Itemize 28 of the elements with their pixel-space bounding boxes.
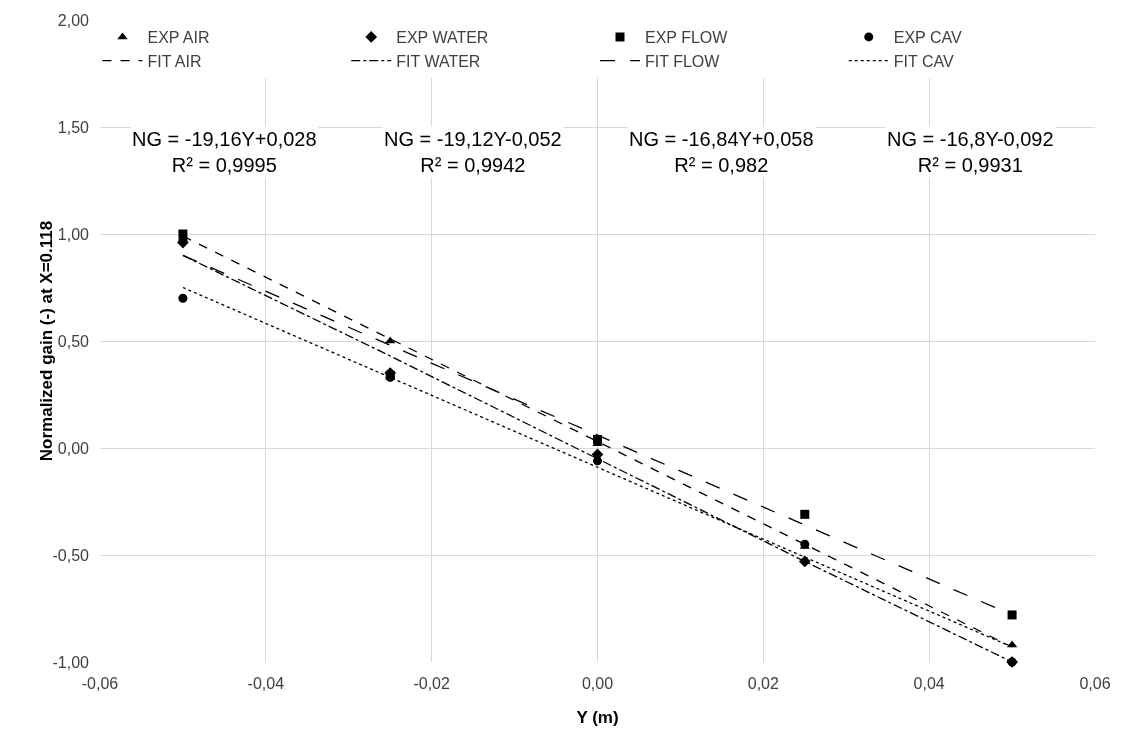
y-tick-label: 1,00: [57, 225, 90, 243]
x-tick-label: 0,04: [913, 675, 945, 692]
legend-label: FIT FLOW: [645, 52, 721, 70]
annotation: NG = -16,8Y-0,092 R² = 0,9931: [887, 128, 1054, 176]
annotation: NG = -19,16Y+0,028 R² = 0,9995: [132, 128, 317, 176]
legend-label: FIT WATER: [396, 52, 481, 70]
x-tick-label: -0,04: [247, 675, 285, 692]
annotation: NG = -16,84Y+0,058 R² = 0,982: [629, 128, 814, 176]
y-tick-label: -0,50: [52, 546, 90, 564]
x-tick-label: -0,06: [81, 675, 119, 692]
y-tick-label: 0,50: [57, 332, 90, 350]
annotation: NG = -19,12Y-0,052 R² = 0,9942: [384, 128, 562, 176]
y-tick-label: -1,00: [52, 653, 90, 671]
x-tick-label: 0,00: [581, 675, 614, 692]
x-tick-label: 0,06: [1079, 675, 1111, 692]
legend-label: EXP WATER: [396, 29, 489, 47]
legend-label: FIT CAV: [893, 52, 954, 70]
x-tick-label: -0,02: [413, 675, 451, 692]
y-tick-label: 1,50: [57, 118, 90, 136]
y-tick-label: 2,00: [57, 11, 90, 29]
legend-label: EXP FLOW: [645, 29, 729, 47]
y-tick-label: 0,00: [57, 439, 90, 457]
legend-label: EXP CAV: [893, 29, 962, 47]
y-axis-title: Normalized gain (-) at X=0.118: [36, 220, 56, 462]
x-tick-label: 0,02: [747, 675, 779, 692]
x-axis-title: Y (m): [576, 708, 619, 727]
legend-label: EXP AIR: [147, 29, 210, 47]
legend-label: FIT AIR: [147, 52, 202, 70]
